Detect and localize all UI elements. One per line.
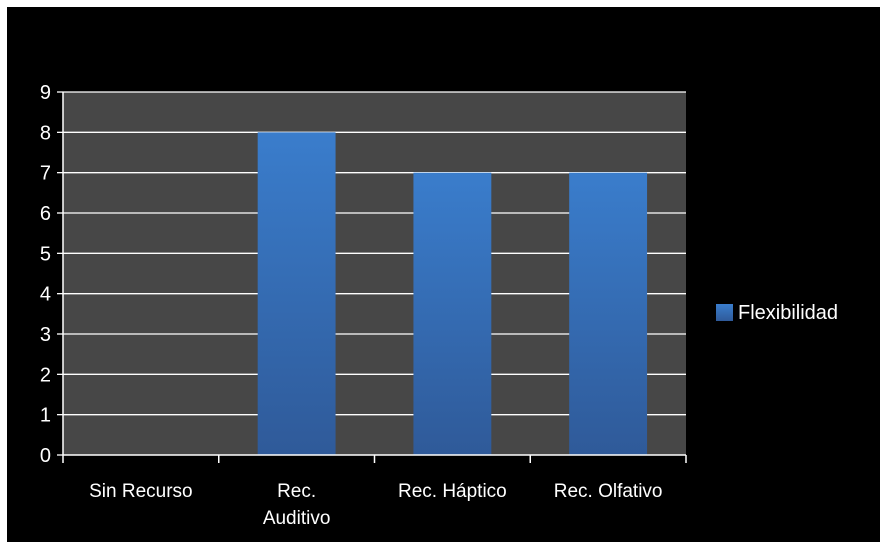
x-tick-label: Rec. Auditivo	[263, 481, 331, 529]
legend-swatch	[716, 304, 733, 321]
x-tick-label: Rec. Háptico	[398, 481, 507, 502]
y-tick-label: 0	[40, 445, 51, 467]
legend-label: Flexibilidad	[738, 302, 838, 324]
y-tick-label: 2	[40, 364, 51, 386]
y-tick-label: 6	[40, 203, 51, 225]
bars	[257, 132, 648, 456]
y-tick-label: 7	[40, 163, 51, 185]
bar	[413, 172, 492, 455]
bar	[569, 172, 648, 455]
x-tick-label: Rec. Olfativo	[554, 481, 663, 502]
bar	[257, 132, 336, 456]
axes: 0 1 2 3 4 5 6 7 8 9 Sin Recurso Rec. Auditivo Rec. Há…	[40, 82, 687, 529]
y-tick-label: 4	[40, 284, 51, 306]
y-tick-label: 8	[40, 122, 51, 144]
y-tick-label: 3	[40, 324, 51, 346]
legend: Flexibilidad	[716, 302, 838, 324]
y-tick-label: 5	[40, 243, 51, 265]
x-tick-label: Sin Recurso	[89, 481, 193, 502]
y-tick-label: 1	[40, 405, 51, 427]
y-tick-label: 9	[40, 82, 51, 104]
